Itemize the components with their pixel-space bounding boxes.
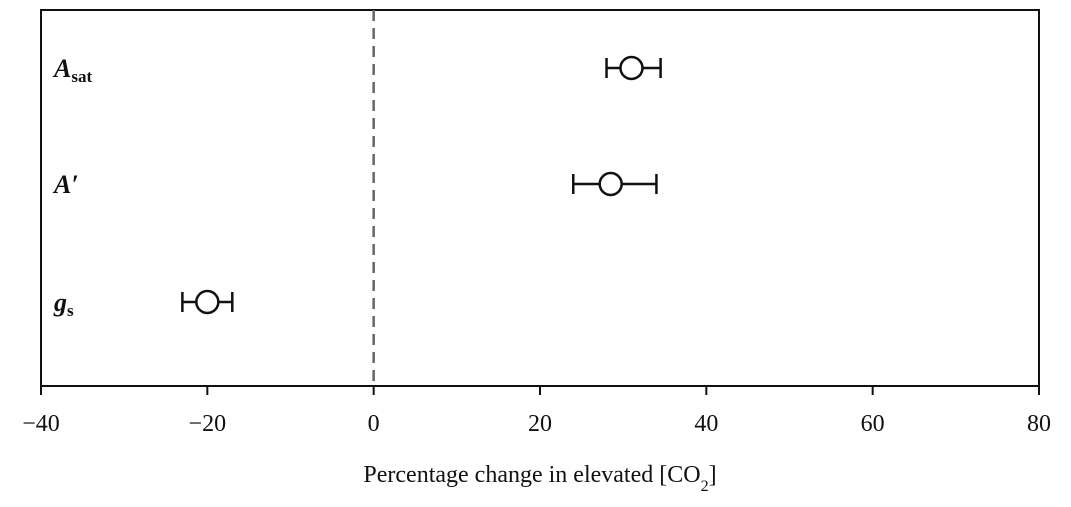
x-tick-label: 0 <box>368 411 380 437</box>
x-axis-title: Percentage change in elevated [CO2] <box>363 462 716 495</box>
row-label: Asat <box>52 54 92 86</box>
data-point <box>195 289 220 315</box>
x-tick-label: 40 <box>694 411 718 437</box>
x-tick-label: −40 <box>22 411 60 437</box>
x-tick-label: −20 <box>189 411 227 437</box>
x-tick-label: 20 <box>528 411 552 437</box>
data-point <box>598 171 623 197</box>
row-label: gs <box>53 288 74 320</box>
x-tick-label: 60 <box>861 411 885 437</box>
data-point <box>619 55 644 81</box>
plot-frame <box>40 9 1040 387</box>
x-tick-label: 80 <box>1027 411 1051 437</box>
row-label: A′ <box>52 170 79 199</box>
